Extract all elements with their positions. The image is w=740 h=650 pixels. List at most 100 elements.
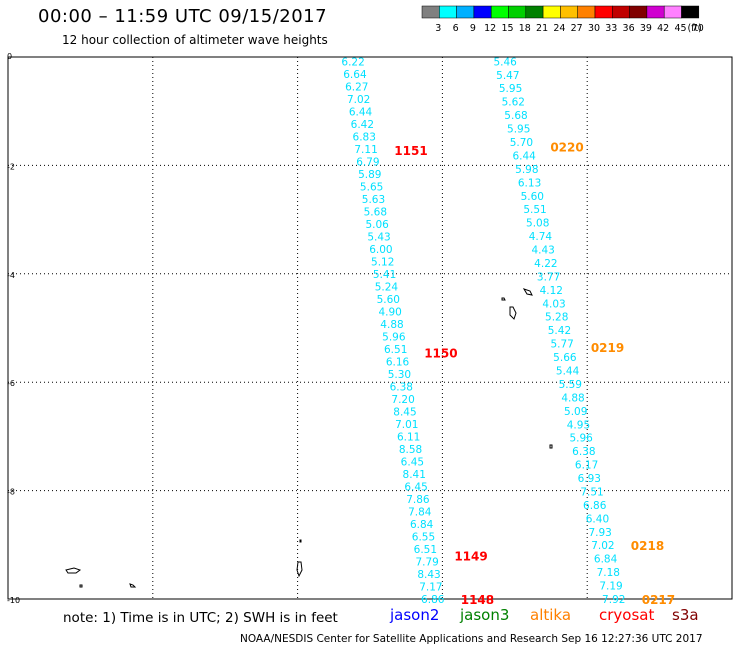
track2-swh-value: 5.95	[507, 124, 530, 136]
track2-swh-value: 7.19	[599, 581, 622, 593]
track2-time-label: 0219	[591, 341, 624, 355]
track2-swh-value: 5.77	[550, 339, 573, 351]
colorbar-label: 27	[571, 23, 583, 34]
track1-swh-value: 6.00	[369, 244, 392, 256]
legend-item-s3a: s3a	[672, 606, 699, 624]
track1-swh-value: 6.44	[349, 106, 373, 118]
track2-swh-value: 4.22	[534, 258, 557, 270]
track2-swh-value: 5.09	[564, 406, 587, 418]
track2-swh-value: 6.38	[572, 446, 595, 458]
y-tick-label: -10	[7, 596, 20, 605]
track1-swh-value: 5.68	[364, 206, 387, 218]
colorbar-label: 24	[553, 23, 565, 34]
coastline	[501, 297, 506, 301]
track2-swh-value: 5.42	[548, 325, 571, 337]
track1-swh-value: 6.51	[384, 344, 407, 356]
track2-swh-value: 4.03	[542, 298, 565, 310]
track1-swh-value: 6.84	[410, 519, 434, 531]
track2-swh-value: 5.44	[556, 365, 580, 377]
track1-swh-value: 4.90	[378, 306, 401, 318]
track2-swh-value: 7.93	[588, 527, 611, 539]
track1-swh-value: 5.63	[362, 194, 385, 206]
note-text: note: 1) Time is in UTC; 2) SWH is in fe…	[63, 610, 338, 626]
track2-swh-value: 4.88	[561, 392, 584, 404]
track2-swh-value: 5.95	[499, 83, 522, 95]
colorbar-label: 42	[657, 23, 669, 34]
track1-swh-value: 7.11	[354, 144, 377, 156]
coastline	[129, 583, 137, 588]
track1-swh-value: 8.43	[417, 569, 440, 581]
track1-swh-value: 6.11	[397, 431, 420, 443]
track1-swh-value: 5.89	[358, 169, 381, 181]
track1-swh-value: 6.38	[390, 381, 413, 393]
track2-swh-value: 7.92	[602, 594, 625, 605]
track2-swh-value: 5.96	[569, 433, 593, 445]
chart-title: 00:00 – 11:59 UTC 09/15/2017	[38, 6, 328, 27]
y-tick-label: 0	[7, 52, 12, 61]
track2-time-label: 0220	[550, 140, 583, 154]
track2-swh-value: 5.60	[521, 191, 544, 203]
track2-swh-value: 5.70	[510, 137, 533, 149]
y-tick-label: -8	[7, 488, 15, 497]
colorbar-label: 12	[484, 23, 496, 34]
track2-swh-value: 7.18	[597, 567, 620, 579]
x-tick-label: 60	[727, 604, 737, 605]
colorbar-label: 36	[623, 23, 635, 34]
track1-swh-value: 6.42	[351, 119, 374, 131]
track1-swh-value: 8.41	[403, 469, 426, 481]
track2-swh-value: 3.77	[537, 271, 560, 283]
colorbar-label: 45	[674, 23, 686, 34]
track2-swh-value: 5.28	[545, 312, 568, 324]
track2-swh-value: 6.84	[594, 554, 618, 566]
track1-swh-value: 7.84	[408, 506, 432, 518]
track1-swh-value: 5.43	[367, 231, 390, 243]
track1-swh-value: 6.22	[341, 56, 364, 68]
footer-text: NOAA/NESDIS Center for Satellite Applica…	[240, 633, 703, 645]
track2-swh-value: 5.66	[553, 352, 577, 364]
track1-swh-value: 5.06	[365, 219, 389, 231]
track2-swh-value: 4.74	[529, 231, 553, 243]
y-tick-label: -4	[7, 271, 15, 280]
track1-time-label: 1151	[394, 144, 427, 158]
plot-area: 4548515457600-2-4-6-8-106.226.646.277.02…	[3, 52, 737, 605]
track2-swh-value: 5.08	[526, 218, 549, 230]
track2-swh-value: 4.43	[531, 245, 554, 257]
track2-swh-value: 5.47	[496, 70, 519, 82]
coastline	[65, 567, 82, 574]
x-tick-label: 48	[148, 604, 158, 605]
colorbar: 3 6 9 12 15 18 21 24 27 30 33 36 39 42 45 70(ft)	[421, 5, 704, 34]
track2-swh-value: 5.68	[504, 110, 527, 122]
track2-swh-value: 6.44	[512, 150, 536, 162]
colorbar-label: 6	[453, 23, 459, 34]
track1-swh-value: 6.51	[414, 544, 437, 556]
track1-swh-value: 8.45	[393, 406, 416, 418]
track1-swh-value: 7.17	[419, 581, 442, 593]
track2-time-label: 0218	[631, 539, 664, 553]
track2-swh-value: 4.12	[540, 285, 563, 297]
track2-swh-value: 6.40	[586, 513, 609, 525]
chart-subtitle: 12 hour collection of altimeter wave hei…	[62, 33, 328, 47]
track1-swh-value: 8.58	[399, 444, 422, 456]
track1-swh-value: 5.12	[371, 256, 394, 268]
colorbar-swatch	[681, 5, 700, 19]
track2-swh-value: 5.59	[559, 379, 582, 391]
track1-swh-value: 7.79	[415, 556, 438, 568]
track2-swh-value: 7.51	[580, 486, 603, 498]
legend-item-altika: altika	[530, 606, 572, 624]
track1-time-label: 1148	[461, 593, 494, 605]
track2-swh-value: 5.62	[502, 97, 525, 109]
legend-item-jason3: jason3	[460, 606, 510, 624]
track2-swh-value: 6.93	[578, 473, 601, 485]
colorbar-unit: (ft)	[687, 23, 701, 34]
x-tick-label: 54	[437, 604, 447, 605]
track1-swh-value: 5.60	[377, 294, 400, 306]
track1-time-label: 1149	[454, 550, 487, 564]
track1-swh-value: 6.64	[343, 69, 367, 81]
x-tick-label: 57	[582, 604, 592, 605]
colorbar-label: 15	[501, 23, 513, 34]
track1-swh-value: 7.01	[395, 419, 418, 431]
y-tick-label: -2	[7, 162, 15, 171]
track1-swh-value: 6.16	[386, 356, 410, 368]
track1-swh-value: 6.55	[412, 531, 435, 543]
colorbar-label: 18	[519, 23, 531, 34]
